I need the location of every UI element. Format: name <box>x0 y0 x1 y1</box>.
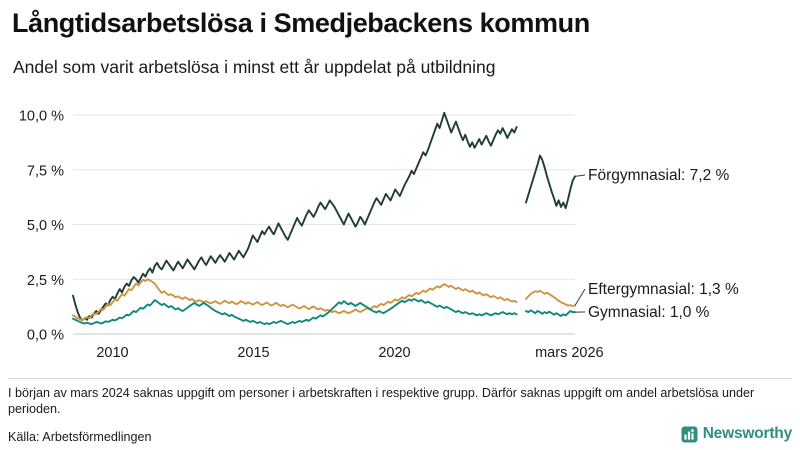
series-label-eftergymnasial: Eftergymnasial: 1,3 % <box>588 281 739 298</box>
x-axis-tick-label: 2010 <box>96 345 128 360</box>
series-line <box>72 278 518 322</box>
y-axis-tick-label: 2,5 % <box>27 273 64 289</box>
series-label-connector <box>574 288 586 306</box>
y-axis-tick-labels: 0,0 % 2,5 % 5,0 % 7,5 % 10,0 % <box>19 109 64 344</box>
x-axis-tick-labels: 2010 2015 2020 mars 2026 <box>96 345 603 360</box>
chart-gridlines <box>73 114 575 335</box>
series-line <box>525 309 576 317</box>
newsworthy-logo: Newsworthy <box>681 425 792 443</box>
chart-plot-area: 0,0 % 2,5 % 5,0 % 7,5 % 10,0 % 2010 2015 2020 m… <box>0 95 800 361</box>
chart-source: Källa: Arbetsförmedlingen <box>8 430 152 444</box>
series-line <box>525 154 576 210</box>
chart-series-labels: Förgymnasial: 7,2 % Eftergymnasial: 1,3 %… <box>574 167 739 321</box>
line-chart-svg: 0,0 % 2,5 % 5,0 % 7,5 % 10,0 % 2010 2015 2020 m… <box>19 109 739 361</box>
y-axis-tick-label: 10,0 % <box>19 109 64 125</box>
series-line <box>72 111 518 322</box>
x-axis-tick-label: 2020 <box>378 345 410 360</box>
y-axis-tick-label: 5,0 % <box>27 218 64 234</box>
x-axis-tick-label: mars 2026 <box>535 345 604 360</box>
series-line <box>72 298 518 326</box>
y-axis-tick-label: 7,5 % <box>27 163 64 179</box>
series-label-connector <box>574 174 586 177</box>
series-label-förgymnasial: Förgymnasial: 7,2 % <box>588 167 729 184</box>
chart-subtitle: Andel som varit arbetslösa i minst ett å… <box>13 57 496 77</box>
footer-divider <box>8 378 792 379</box>
brand-name: Newsworthy <box>702 425 793 442</box>
y-axis-tick-label: 0,0 % <box>27 328 64 344</box>
x-axis-tick-label: 2015 <box>237 345 269 360</box>
chart-footnote: I början av mars 2024 saknas uppgift om … <box>8 386 755 417</box>
chart-series-lines <box>72 111 576 326</box>
series-line <box>525 289 576 307</box>
series-label-gymnasial: Gymnasial: 1,0 % <box>588 304 710 321</box>
bar-chart-icon <box>681 426 698 442</box>
page-title: Långtidsarbetslösa i Smedjebackens kommu… <box>12 8 590 38</box>
